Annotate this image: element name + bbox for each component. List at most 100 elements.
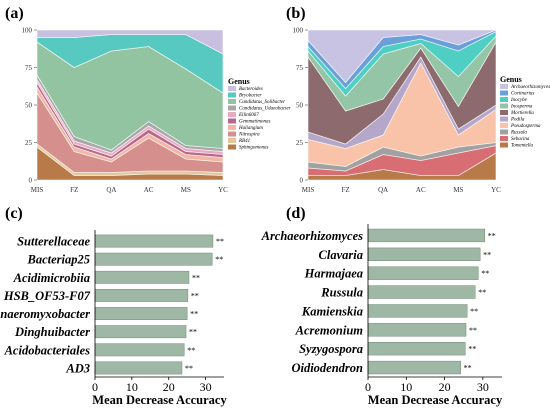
- bar-label-Acidobacteriales: Acidobacteriales: [4, 343, 91, 357]
- legend-item-Pseudosperma: Pseudosperma: [510, 124, 541, 129]
- legend-item-Cortinarius: Cortinarius: [511, 92, 534, 97]
- x-tick-label: MS: [181, 186, 191, 194]
- legend-item-Inosperma: Inosperma: [510, 105, 533, 110]
- legend-swatch: [500, 142, 508, 148]
- y-tick-label: 75: [296, 64, 304, 72]
- bar-label-Acidimicrobiia: Acidimicrobiia: [13, 271, 90, 285]
- x-tick-label: 20: [163, 380, 175, 394]
- bar-Clavaria: [367, 247, 481, 261]
- bar-Dinghuibacter: [94, 325, 187, 339]
- significance-mark: **: [481, 269, 489, 278]
- x-tick-label: YC: [218, 186, 228, 194]
- bar-label-Oidiodendron: Oidiodendron: [291, 361, 363, 375]
- significance-mark: **: [483, 250, 491, 259]
- legend-item-Russula: Russula: [510, 131, 527, 136]
- x-tick-label: FZ: [342, 186, 350, 194]
- legend-item-Gemmatimonas: Gemmatimonas: [239, 120, 270, 125]
- x-tick-label: 10: [126, 380, 138, 394]
- bar-label-HSB_OF53-F07: HSB_OF53-F07: [3, 289, 91, 303]
- x-tick-label: QA: [378, 186, 388, 194]
- y-tick-label: 25: [296, 139, 304, 147]
- legend-title: Genus: [228, 77, 250, 86]
- legend-swatch: [500, 97, 508, 102]
- legend-swatch: [500, 116, 508, 122]
- x-axis-title: Mean Decrease Accuracy: [92, 393, 227, 407]
- y-tick-label: 100: [293, 27, 304, 35]
- y-tick-label: 25: [25, 139, 33, 147]
- area-panel-2: 0 25 50 75 100 MIS FZ QA AC MS YC (b) GenusArchaeorh…: [286, 5, 550, 194]
- bar-Kamienskia: [367, 304, 468, 318]
- legend-swatch: [228, 131, 236, 137]
- legend-item-Candidatus_Udaeobacter: Candidatus_Udaeobacter: [239, 107, 291, 112]
- significance-mark: **: [468, 345, 476, 354]
- area-series-Archaeorhizomyces: [307, 29, 497, 84]
- bar-Acidobacteriales: [94, 343, 185, 357]
- bar-Sutterellaceae: [94, 234, 214, 248]
- legend-item-Sebacina: Sebacina: [511, 137, 530, 142]
- panel-label: (b): [286, 5, 306, 22]
- legend-swatch: [500, 103, 508, 109]
- bar-Anaeromyxobacter: [94, 307, 188, 320]
- bar-label-Dinghuibacter: Dinghuibacter: [14, 325, 90, 339]
- bar-panel-1: Sutterellaceae ** Bacteriap25 ** Acidimicrob…: [0, 205, 227, 407]
- bar-label-Archaeorhizomyces: Archaeorhizomyces: [261, 229, 364, 243]
- legend-swatch: [228, 144, 236, 150]
- bar-label-Kamienskia: Kamienskia: [301, 304, 363, 318]
- significance-mark: **: [190, 310, 198, 319]
- significance-mark: **: [191, 291, 199, 300]
- legend-item-Tomentella: Tomentella: [511, 144, 534, 149]
- bar-label-Bacteriap25: Bacteriap25: [27, 253, 91, 267]
- x-tick-label: AC: [416, 186, 426, 194]
- legend-swatch: [500, 123, 508, 128]
- y-tick-label: 50: [296, 102, 304, 110]
- panel-label: (a): [5, 5, 24, 22]
- y-tick-label: 0: [29, 177, 33, 185]
- legend-swatch: [500, 110, 508, 115]
- bar-AD3: [94, 361, 183, 375]
- legend-item-Sphingomonas: Sphingomonas: [239, 146, 269, 151]
- y-tick-label: 75: [25, 64, 33, 72]
- area-series-Bacteroides: [36, 29, 224, 55]
- legend-swatch: [228, 138, 236, 143]
- x-tick-label: 0: [365, 380, 371, 394]
- bar-Archaeorhizomyces: [367, 228, 486, 243]
- bar-HSB_OF53-F07: [94, 289, 189, 302]
- legend-swatch: [228, 118, 236, 124]
- bar-label-AD3: AD3: [65, 361, 90, 375]
- bar-Acremonium: [367, 323, 467, 337]
- legend-item-Nitrospira: Nitrospira: [238, 133, 260, 138]
- legend-item-Inocybe: Inocybe: [510, 98, 528, 103]
- significance-mark: **: [488, 231, 496, 240]
- bar-label-Sutterellaceae: Sutterellaceae: [17, 235, 90, 249]
- legend-swatch: [500, 84, 508, 89]
- significance-mark: **: [189, 328, 197, 337]
- legend-item-Mortierella: Mortierella: [510, 111, 534, 116]
- area-panel-1: 0 25 50 75 100 MIS FZ QA AC MS YC (a) GenusBacteroid…: [5, 5, 291, 194]
- legend-item-Ellin6067: Ellin6067: [238, 113, 259, 118]
- bar-Acidimicrobiia: [94, 270, 190, 284]
- bar-panel-2: Archaeorhizomyces ** Clavaria ** Harmajaea **…: [261, 205, 503, 407]
- x-tick-label: 0: [92, 380, 98, 394]
- legend-swatch: [228, 105, 236, 111]
- legend-item-Archaeorhizomyces: Archaeorhizomyces: [510, 85, 550, 90]
- legend-item-Bryobacter: Bryobacter: [239, 94, 262, 99]
- y-tick-label: 0: [300, 177, 304, 185]
- bar-Russula: [367, 285, 476, 299]
- bar-label-Acremonium: Acremonium: [295, 323, 364, 337]
- legend-swatch: [500, 129, 508, 135]
- x-tick-label: 20: [439, 380, 451, 394]
- bar-Harmajaea: [367, 266, 479, 280]
- legend-swatch: [228, 112, 236, 117]
- panel-label: (d): [286, 205, 306, 222]
- legend-item-RB41: RB41: [238, 139, 250, 144]
- legend-item-Bacteroides: Bacteroides: [239, 87, 263, 92]
- x-tick-label: YC: [491, 186, 501, 194]
- significance-mark: **: [192, 273, 200, 282]
- x-tick-label: MIS: [31, 186, 44, 194]
- bar-Oidiodendron: [367, 360, 461, 375]
- legend-swatch: [500, 136, 508, 141]
- legend-title: Genus: [500, 75, 522, 84]
- x-tick-label: FZ: [70, 186, 78, 194]
